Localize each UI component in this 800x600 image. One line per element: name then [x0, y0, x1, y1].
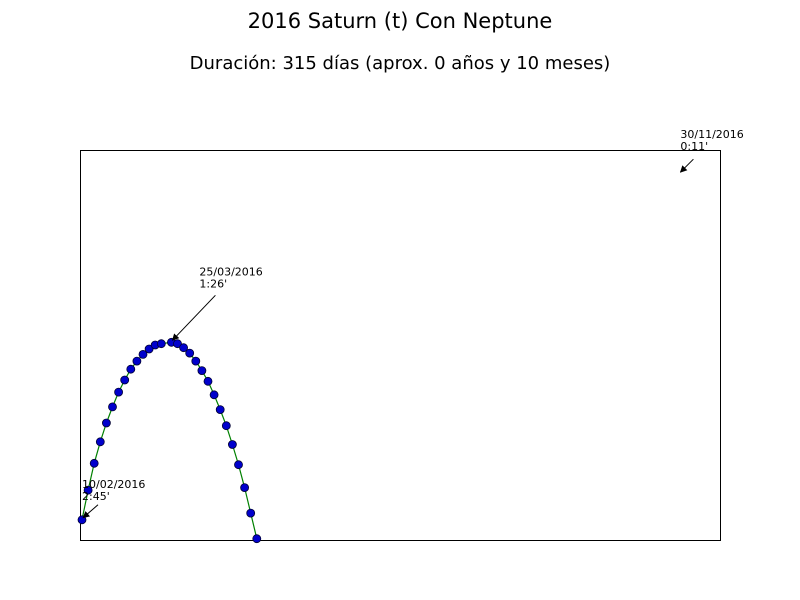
annotation-value: 1:26': [199, 277, 227, 290]
data-point: [179, 343, 189, 353]
annotation-date: 30/11/2016: [680, 128, 743, 141]
data-point: [108, 402, 117, 412]
data-point: [126, 364, 136, 374]
data-point: [77, 515, 87, 525]
data-point: [114, 387, 123, 397]
data-point: [197, 366, 207, 376]
series-layer: [77, 337, 262, 544]
data-point: [246, 508, 256, 518]
data-point: [221, 421, 231, 431]
annotation-arrow: [82, 504, 99, 519]
data-point: [120, 375, 130, 385]
data-point: [132, 356, 142, 366]
chart-title: 2016 Saturn (t) Con Neptune: [248, 9, 553, 33]
data-point: [191, 356, 201, 366]
data-point: [156, 339, 166, 349]
plot-frame: [80, 150, 721, 541]
annotation-arrow: [171, 294, 216, 341]
data-point: [227, 440, 237, 449]
chart-subtitle: Duración: 315 días (aprox. 0 años y 10 m…: [190, 53, 611, 74]
annotation-date: 25/03/2016: [199, 265, 262, 278]
data-point: [209, 390, 219, 400]
data-point: [95, 437, 105, 447]
data-point: [234, 460, 243, 470]
annotation-value: 0:11': [680, 140, 708, 153]
data-point: [215, 405, 225, 415]
annotation-arrow: [679, 158, 694, 173]
annotation-value: 2:45': [82, 490, 110, 503]
data-point: [102, 418, 111, 428]
data-point: [89, 458, 99, 468]
data-point: [185, 348, 195, 358]
data-point: [240, 483, 250, 493]
data-point: [252, 534, 262, 544]
data-point: [144, 344, 154, 354]
annotation-date: 10/02/2016: [82, 478, 145, 491]
data-point: [203, 376, 213, 386]
data-point: [138, 349, 148, 359]
data-point: [83, 485, 93, 495]
